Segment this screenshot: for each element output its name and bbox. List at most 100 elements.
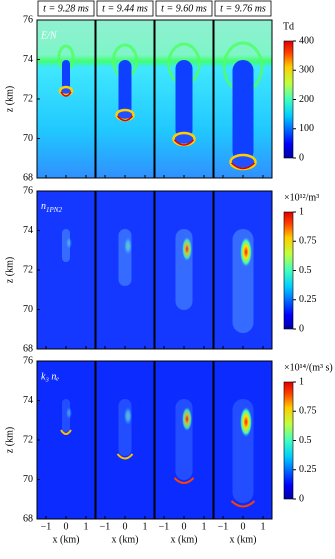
- streamer-head-edge: [116, 115, 134, 122]
- y-tick-label: 70: [23, 474, 33, 485]
- heatmap-panel: [96, 191, 154, 349]
- streamer-head-edge: [230, 162, 256, 170]
- colorbar-tick-label: 300: [299, 65, 314, 76]
- column-title: t = 9.76 ms: [220, 3, 266, 14]
- x-tick-label: −1: [159, 521, 170, 532]
- x-tick-label: 0: [182, 521, 187, 532]
- x-tick-label: −1: [41, 521, 52, 532]
- streamer-head-arc: [116, 453, 134, 460]
- y-tick-label: 68: [23, 343, 33, 354]
- streamer-head: [172, 131, 196, 147]
- streamer-spot: [66, 407, 72, 419]
- colorbar-tick-label: 100: [299, 123, 314, 134]
- colorbar-tick-label: 400: [299, 35, 314, 46]
- y-tick-label: 74: [23, 395, 33, 406]
- y-tick-label: 74: [23, 54, 33, 65]
- column-title-box: [37, 0, 95, 17]
- column-title: t = 9.44 ms: [102, 3, 148, 14]
- x-tick-label: 1: [143, 521, 148, 532]
- y-tick-label: 76: [23, 355, 33, 366]
- colorbar-label: ×10¹⁴/(m³ s): [284, 362, 333, 373]
- x-tick-label: −1: [100, 521, 111, 532]
- colorbar-tick-label: 1: [299, 376, 304, 387]
- column-title: t = 9.28 ms: [43, 3, 89, 14]
- x-tick-label: 0: [123, 521, 128, 532]
- column-title: t = 9.60 ms: [161, 3, 207, 14]
- y-axis-label: z (km): [4, 257, 15, 283]
- colorbar-tick-label: 0: [299, 493, 304, 504]
- streamer-head-arc: [230, 500, 256, 508]
- colorbar: [283, 40, 294, 159]
- y-axis-label: z (km): [4, 427, 15, 453]
- y-tick-label: 70: [23, 304, 33, 315]
- streamer-spot: [182, 237, 192, 261]
- panel-label-sub: 1PN2: [46, 206, 62, 214]
- colorbar-tick-label: 200: [299, 94, 314, 105]
- column-title-box: [155, 0, 213, 17]
- streamer-head: [58, 85, 74, 97]
- colorbar-tick-label: 0.25: [299, 294, 317, 305]
- streamer-plume: [118, 229, 132, 286]
- colorbar: [283, 381, 294, 500]
- colorbar-tick-label: 0: [299, 323, 304, 334]
- x-axis-label: x (km): [171, 534, 198, 545]
- y-tick-label: 74: [23, 225, 33, 236]
- panel-label: k₃ nₑ: [41, 371, 59, 382]
- x-tick-label: 1: [261, 521, 266, 532]
- panel-label: E/N: [40, 30, 58, 41]
- streamer-channel: [118, 60, 132, 115]
- x-tick-label: 1: [84, 521, 89, 532]
- colorbar-tick-label: 0.75: [299, 236, 317, 247]
- streamer-head-arc: [60, 429, 72, 435]
- column-title-box: [96, 0, 154, 17]
- panel-label: n1PN2: [41, 201, 62, 213]
- streamer-channel: [62, 60, 70, 91]
- heatmap-panel: [155, 191, 213, 349]
- heatmap-panel: [155, 20, 213, 178]
- colorbar-tick-label: 0.5: [299, 435, 312, 446]
- streamer-plume: [62, 229, 70, 262]
- x-axis-label: x (km): [53, 534, 80, 545]
- heatmap-background: [37, 20, 95, 178]
- streamer-spot: [240, 407, 252, 437]
- colorbar-tick-label: 0.5: [299, 265, 312, 276]
- streamer-spot: [124, 237, 132, 255]
- streamer-channel: [232, 60, 254, 162]
- y-tick-label: 70: [23, 133, 33, 144]
- streamer-spot: [66, 237, 72, 249]
- heatmap-panel: [214, 361, 272, 519]
- streamer-channel: [175, 60, 193, 139]
- heatmap-panel: [96, 361, 154, 519]
- colorbar: [283, 211, 294, 330]
- heatmap-panel: [214, 20, 272, 178]
- y-tick-label: 68: [23, 172, 33, 183]
- x-tick-label: 0: [64, 521, 69, 532]
- heatmap-background: [214, 361, 272, 519]
- streamer-head: [229, 153, 257, 171]
- colorbar-label: ×10¹²/m³: [284, 192, 319, 203]
- y-axis-label: z (km): [4, 86, 15, 112]
- y-tick-label: 76: [23, 14, 33, 25]
- colorbar-tick-label: 0: [299, 152, 304, 163]
- heatmap-background: [96, 361, 154, 519]
- heatmap-panel: [155, 361, 213, 519]
- x-axis-label: x (km): [230, 534, 257, 545]
- panel-label-main: n: [41, 201, 46, 212]
- streamer-plume: [118, 399, 132, 456]
- streamer-spot: [182, 407, 192, 431]
- heatmap-panel: [37, 191, 95, 349]
- streamer-spot: [124, 407, 132, 425]
- streamer-head-edge: [60, 91, 72, 97]
- colorbar-tick-label: 0.75: [299, 406, 317, 417]
- heatmap-panel: [37, 20, 95, 178]
- heatmap-panel: [37, 361, 95, 519]
- streamer-plume: [62, 399, 70, 432]
- y-tick-label: 72: [23, 93, 33, 104]
- heatmap-panel: [96, 20, 154, 178]
- x-tick-label: 0: [241, 521, 246, 532]
- colorbar-tick-label: 0.25: [299, 464, 317, 475]
- colorbar-tick-label: 1: [299, 206, 304, 217]
- column-title-box: [214, 0, 272, 17]
